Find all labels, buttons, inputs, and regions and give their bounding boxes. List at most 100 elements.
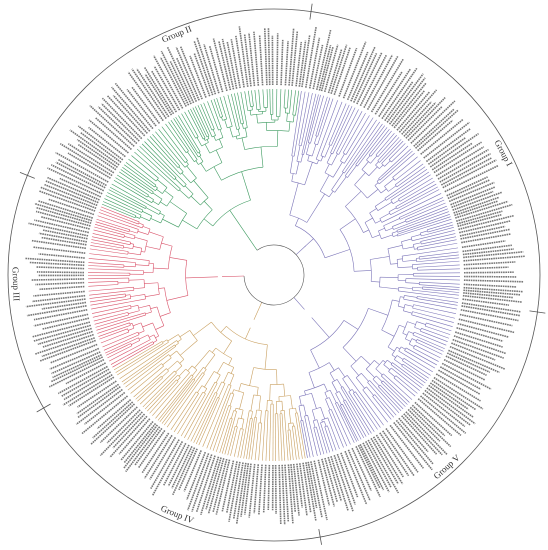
branch <box>412 286 423 289</box>
branch-arc <box>374 185 382 194</box>
branch-arc <box>388 159 392 163</box>
branch <box>335 393 342 405</box>
branch <box>122 167 156 191</box>
leaf-label <box>305 26 317 88</box>
leaf-label <box>226 41 238 89</box>
branch <box>99 209 139 225</box>
leaf-label <box>171 446 193 489</box>
branch-arc <box>147 228 151 235</box>
leaf-label <box>417 398 462 436</box>
branch <box>229 126 234 138</box>
leaf-label <box>384 80 414 122</box>
leaf-label <box>429 132 479 168</box>
branch <box>187 109 204 140</box>
leaf-label <box>45 180 99 204</box>
branch <box>412 230 455 242</box>
branch-arc <box>401 256 404 262</box>
branch-arc <box>408 338 413 345</box>
leaf-label <box>305 462 317 521</box>
branch <box>215 381 222 394</box>
branch <box>113 180 152 203</box>
branch <box>286 89 290 109</box>
leaf-label <box>375 434 404 478</box>
leaf-label <box>403 101 437 137</box>
leaf-label <box>240 463 250 517</box>
leaf-label <box>208 45 224 93</box>
branch <box>386 171 430 201</box>
leaf-label <box>120 420 154 461</box>
branch <box>131 155 159 179</box>
branch <box>161 126 188 161</box>
branch-arc <box>138 221 140 225</box>
branch-arc <box>336 152 339 155</box>
branch <box>215 149 223 163</box>
branch-arc <box>152 322 159 337</box>
branch <box>130 365 164 394</box>
leaf-label <box>463 266 509 270</box>
branch <box>400 296 405 298</box>
branch <box>320 156 324 162</box>
branch <box>169 257 187 261</box>
leaf-label <box>80 131 122 163</box>
leaf-label <box>308 37 321 89</box>
leaf-label <box>267 464 271 511</box>
branch <box>372 396 392 420</box>
branch <box>144 374 179 410</box>
leaf-label <box>439 152 491 183</box>
leaf-label <box>67 143 115 174</box>
leaf-label <box>459 220 511 234</box>
branch <box>141 143 177 178</box>
leaf-label <box>372 436 404 485</box>
leaf-label <box>207 458 225 515</box>
leaf-label <box>342 41 367 99</box>
branch <box>129 323 133 325</box>
branch <box>209 392 232 450</box>
leaf-label <box>403 413 443 456</box>
leaf-label <box>77 380 117 408</box>
leaf-label <box>435 146 485 177</box>
branch <box>369 208 377 214</box>
branch <box>124 164 155 188</box>
branch <box>229 210 252 243</box>
branch <box>392 199 400 205</box>
leaf-label <box>205 457 222 510</box>
branch <box>316 419 328 454</box>
branch <box>91 239 124 247</box>
branch <box>367 382 397 416</box>
branch <box>155 325 165 330</box>
leaf-label <box>463 289 521 296</box>
leaf-label <box>458 318 515 334</box>
branch <box>156 189 163 194</box>
branch <box>387 359 392 364</box>
branch-arc <box>345 206 364 233</box>
branch <box>415 341 443 355</box>
leaf-label <box>463 279 524 283</box>
branch <box>419 254 459 260</box>
branch <box>314 135 317 144</box>
branch-arc <box>191 374 194 377</box>
branch-arc <box>166 196 174 207</box>
branch <box>338 111 363 155</box>
branch <box>161 370 169 378</box>
leaf-label <box>292 463 300 516</box>
branch <box>259 410 262 423</box>
leaf-label <box>457 322 510 338</box>
branch <box>396 346 401 350</box>
leaf-label <box>461 233 511 244</box>
leaf-label <box>267 28 271 86</box>
branch <box>142 226 151 230</box>
leaf-label <box>94 116 132 151</box>
leaf-label <box>462 298 510 306</box>
branch <box>315 96 328 136</box>
branch <box>381 234 393 239</box>
branch <box>109 187 147 208</box>
branch-arc <box>202 372 205 375</box>
leaf-label <box>437 148 489 180</box>
branch-arc <box>185 150 189 153</box>
branch <box>399 180 435 202</box>
leaf-label <box>457 213 502 228</box>
branch <box>411 338 417 341</box>
branch <box>175 116 199 154</box>
branch <box>286 113 288 122</box>
leaf-label <box>144 73 173 116</box>
